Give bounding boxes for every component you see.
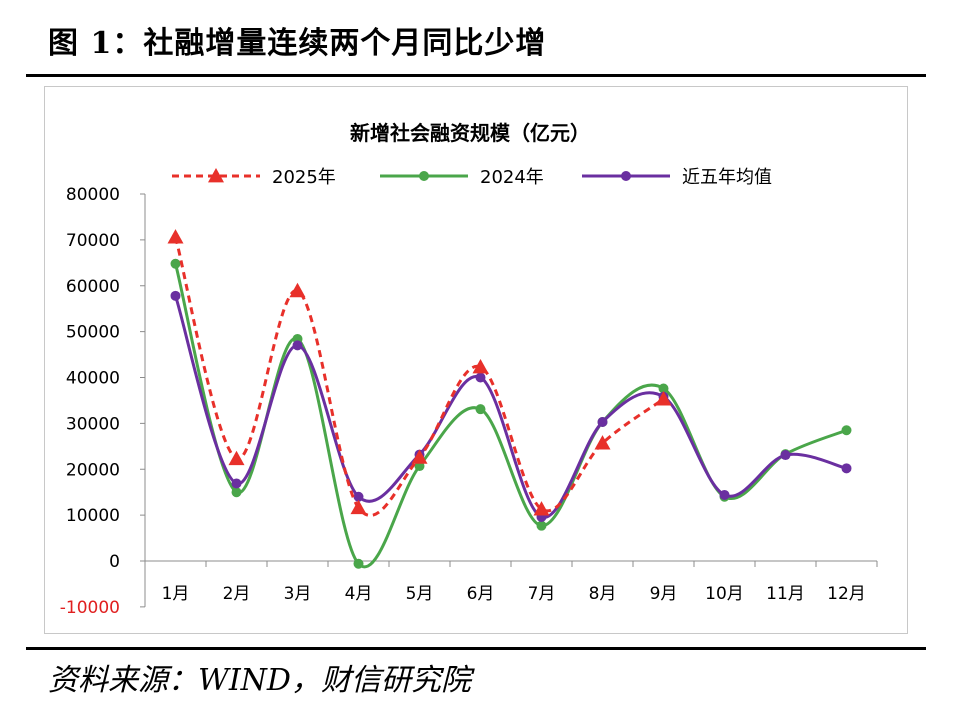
- legend-label: 近五年均值: [682, 167, 772, 188]
- data-point: [167, 229, 184, 244]
- data-point: [655, 391, 672, 406]
- series-2: [170, 290, 852, 522]
- plot-area: [167, 229, 852, 569]
- top-rule: [26, 74, 926, 77]
- legend-item: 2025年: [172, 167, 336, 188]
- x-tick-label: 12月: [827, 584, 866, 604]
- x-tick-label: 8月: [589, 584, 617, 604]
- x-tick-label: 7月: [528, 584, 556, 604]
- y-tick-label: 0: [109, 552, 120, 572]
- x-tick-label: 1月: [162, 584, 190, 604]
- x-tick-label: 4月: [345, 584, 373, 604]
- data-point: [472, 358, 489, 374]
- series-line: [174, 295, 847, 519]
- data-point: [533, 501, 550, 516]
- bottom-rule: [26, 647, 926, 650]
- x-tick-label: 3月: [284, 584, 312, 604]
- data-point: [841, 463, 852, 474]
- x-tick-label: 10月: [705, 584, 744, 604]
- legend-label: 2024年: [480, 167, 544, 188]
- data-point: [780, 450, 791, 461]
- chart-title: 新增社会融资规模（亿元）: [350, 121, 590, 145]
- y-tick-label: 80000: [66, 185, 120, 205]
- legend-item: 2024年: [380, 167, 544, 188]
- legend-label: 2025年: [272, 167, 336, 188]
- x-tick-label: 11月: [766, 584, 805, 604]
- data-point: [289, 282, 306, 298]
- y-tick-label: 40000: [66, 369, 120, 389]
- y-tick-label: 60000: [66, 277, 120, 297]
- data-point: [841, 425, 852, 436]
- data-point: [594, 435, 611, 450]
- series-line: [174, 263, 848, 569]
- y-tick-label: 30000: [66, 414, 120, 434]
- legend-marker: [621, 171, 631, 181]
- data-point: [353, 558, 364, 569]
- data-point: [170, 290, 181, 301]
- x-tick-label: 5月: [406, 584, 434, 604]
- data-point: [597, 416, 608, 427]
- legend: 2025年 2024年 近五年均值: [172, 167, 772, 188]
- data-point: [231, 487, 242, 498]
- data-point: [170, 258, 181, 269]
- data-point: [719, 489, 730, 500]
- series-0: [167, 229, 672, 517]
- y-tick-label: 50000: [66, 323, 120, 343]
- data-point: [292, 340, 303, 351]
- legend-marker: [419, 171, 429, 181]
- series-line: [174, 236, 665, 517]
- x-tick-label: 9月: [650, 584, 678, 604]
- data-point: [353, 491, 364, 502]
- y-tick-label: 20000: [66, 460, 120, 480]
- data-point: [536, 520, 547, 531]
- axes: -10000 0 10000 20000 30000 40000 50000 60000 700…: [60, 185, 878, 618]
- data-point: [231, 478, 242, 489]
- chart-frame: [44, 86, 908, 634]
- x-tick-label: 6月: [467, 584, 495, 604]
- data-point: [475, 372, 486, 383]
- source-note: 资料来源：WIND，财信研究院: [48, 663, 471, 698]
- data-point: [475, 404, 486, 415]
- series-1: [170, 258, 852, 569]
- y-tick-label: 10000: [66, 506, 120, 526]
- legend-item: 近五年均值: [582, 167, 772, 188]
- y-tick-label: -10000: [60, 598, 120, 618]
- data-point: [411, 449, 428, 464]
- data-point: [658, 383, 669, 394]
- figure-title: 图 1：社融增量连续两个月同比少增: [48, 26, 547, 61]
- data-point: [350, 499, 367, 515]
- data-point: [228, 450, 245, 466]
- legend-marker: [208, 168, 224, 183]
- y-tick-label: 70000: [66, 231, 120, 251]
- x-tick-label: 2月: [223, 584, 251, 604]
